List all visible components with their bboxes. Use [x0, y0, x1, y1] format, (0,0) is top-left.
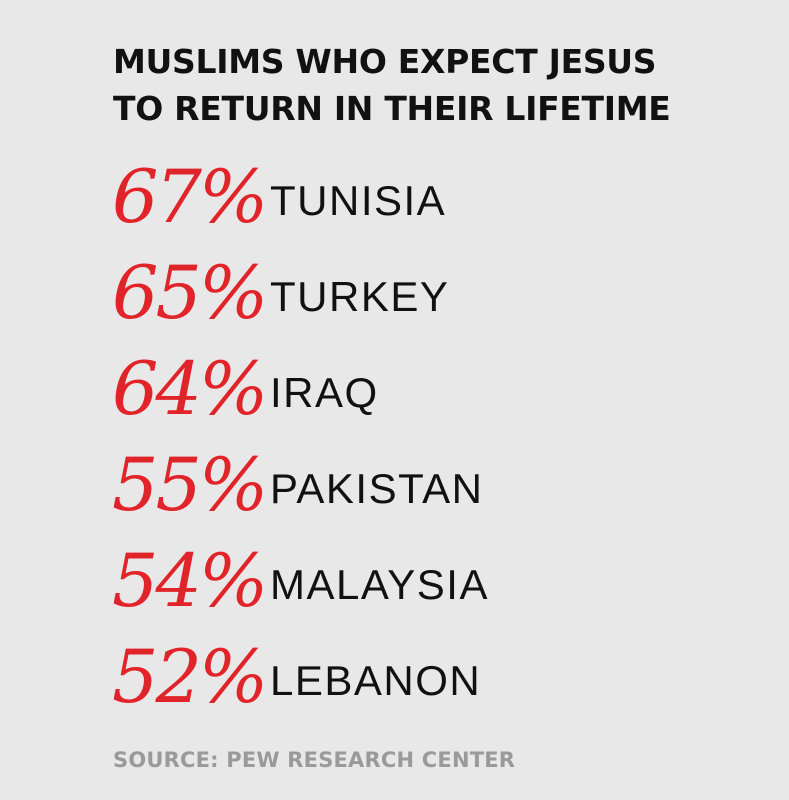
country-name: PAKISTAN [270, 465, 484, 512]
percent-value: 64% [112, 347, 268, 432]
country-name: MALAYSIA [270, 561, 489, 608]
country-name: IRAQ [270, 369, 379, 416]
country-name: TUNISIA [270, 177, 447, 224]
percent-value: 55% [112, 443, 268, 528]
chart-title-line-2: TO RETURN IN THEIR LIFETIME [113, 89, 671, 128]
percent-value: 54% [112, 539, 268, 624]
chart-title: MUSLIMS WHO EXPECT JESUS TO RETURN IN TH… [113, 38, 671, 132]
percent-value: 67% [112, 155, 268, 240]
chart-title-line-1: MUSLIMS WHO EXPECT JESUS [113, 42, 657, 81]
percent-value: 52% [112, 635, 268, 720]
country-name: LEBANON [270, 657, 482, 704]
country-name: TURKEY [270, 273, 450, 320]
percent-value: 65% [112, 251, 268, 336]
source-note: SOURCE: PEW RESEARCH CENTER [113, 748, 516, 772]
